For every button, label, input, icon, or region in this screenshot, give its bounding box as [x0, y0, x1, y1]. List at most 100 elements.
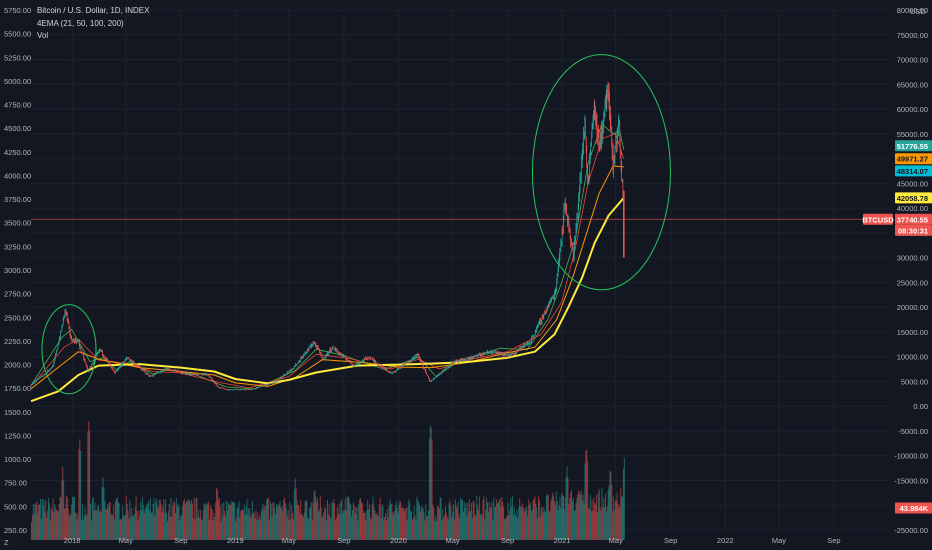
right-tick-label[interactable]: 40000.00: [897, 204, 928, 213]
volume-bar: [269, 500, 271, 540]
left-tick-label[interactable]: 2250.00: [4, 337, 31, 346]
left-tick-label[interactable]: 4750.00: [4, 101, 31, 110]
volume-bar: [206, 502, 208, 540]
left-tick-label[interactable]: 750.00: [4, 479, 27, 488]
right-tick-label[interactable]: 45000.00: [897, 179, 928, 188]
left-price-axis[interactable]: 5750.00 5500.00 5250.00 5000.00 4750.00 4500.…: [4, 6, 31, 535]
left-tick-label[interactable]: 3750.00: [4, 195, 31, 204]
volume-bar: [301, 514, 303, 540]
time-tick-label[interactable]: 2018: [64, 536, 81, 545]
volume-bar: [202, 509, 204, 540]
time-tick-label[interactable]: May: [609, 536, 623, 545]
right-tick-label[interactable]: 10000.00: [897, 353, 928, 362]
time-axis[interactable]: 2018 May Sep 2019 May Sep 2020 May Sep 2021 May Sep…: [64, 536, 841, 545]
time-tick-label[interactable]: May: [282, 536, 296, 545]
volume-bar: [141, 497, 143, 540]
left-tick-label[interactable]: 3000.00: [4, 266, 31, 275]
right-tick-label[interactable]: 55000.00: [897, 130, 928, 139]
right-tick-label[interactable]: 60000.00: [897, 105, 928, 114]
right-tick-label[interactable]: 0.00: [913, 402, 928, 411]
time-tick-label[interactable]: Sep: [337, 536, 350, 545]
volume-bar: [184, 504, 186, 540]
volume-bar: [606, 506, 608, 540]
right-tick-label[interactable]: 65000.00: [897, 80, 928, 89]
left-tick-label[interactable]: 500.00: [4, 502, 27, 511]
left-tick-label[interactable]: 5500.00: [4, 30, 31, 39]
currency-label[interactable]: USD: [910, 7, 926, 16]
volume-bar: [573, 510, 575, 540]
corner-label[interactable]: Z: [4, 538, 9, 547]
volume-bar: [545, 512, 547, 540]
left-tick-label[interactable]: 1500.00: [4, 408, 31, 417]
left-tick-label[interactable]: 5000.00: [4, 77, 31, 86]
volume-bar: [157, 505, 159, 540]
volume-bar: [601, 487, 603, 540]
left-tick-label[interactable]: 4250.00: [4, 148, 31, 157]
left-tick-label[interactable]: 2750.00: [4, 290, 31, 299]
right-tick-label[interactable]: -15000.00: [894, 476, 928, 485]
volume-bar: [336, 507, 338, 540]
time-tick-label[interactable]: 2020: [390, 536, 407, 545]
left-tick-label[interactable]: 2000.00: [4, 361, 31, 370]
right-tick-label[interactable]: 75000.00: [897, 31, 928, 40]
right-tick-label[interactable]: 30000.00: [897, 254, 928, 263]
volume-bar: [492, 519, 494, 540]
right-tick-label[interactable]: 5000.00: [901, 377, 928, 386]
volume-bar: [56, 510, 58, 540]
left-tick-label[interactable]: 1000.00: [4, 455, 31, 464]
time-tick-label[interactable]: May: [119, 536, 133, 545]
volume-bar: [169, 516, 171, 540]
right-tick-label[interactable]: 15000.00: [897, 328, 928, 337]
time-tick-label[interactable]: 2021: [554, 536, 571, 545]
volume-bar: [512, 515, 514, 540]
left-tick-label[interactable]: 250.00: [4, 526, 27, 535]
time-tick-label[interactable]: May: [772, 536, 786, 545]
time-tick-label[interactable]: May: [445, 536, 459, 545]
volume-bar: [546, 495, 548, 540]
right-tick-label[interactable]: 80000.00: [897, 6, 928, 15]
left-tick-label[interactable]: 1250.00: [4, 431, 31, 440]
left-tick-label[interactable]: 1750.00: [4, 384, 31, 393]
right-tick-label[interactable]: 20000.00: [897, 303, 928, 312]
volume-bar: [215, 502, 217, 540]
right-tick-label[interactable]: 70000.00: [897, 56, 928, 65]
volume-legend[interactable]: Vol: [37, 31, 49, 40]
volume-bar: [425, 504, 427, 540]
left-tick-label[interactable]: 3250.00: [4, 242, 31, 251]
volume-bar: [574, 510, 576, 540]
right-price-axis[interactable]: 80000.00 75000.00 70000.00 65000.00 60000.00…: [894, 6, 928, 535]
time-tick-label[interactable]: Sep: [174, 536, 187, 545]
volume-bar: [265, 506, 267, 540]
volume-bar: [482, 499, 484, 540]
volume-bar: [470, 503, 472, 540]
right-tick-label[interactable]: 25000.00: [897, 278, 928, 287]
volume-bar: [81, 519, 83, 540]
right-tick-label[interactable]: -5000.00: [898, 427, 928, 436]
volume-bar: [612, 511, 614, 540]
time-tick-label[interactable]: Sep: [664, 536, 677, 545]
left-tick-label[interactable]: 5250.00: [4, 53, 31, 62]
annotation-ellipse-2017[interactable]: [41, 304, 97, 395]
volume-bar: [567, 477, 569, 540]
annotation-ellipse-2021[interactable]: [531, 54, 671, 291]
time-tick-label[interactable]: 2022: [717, 536, 734, 545]
left-tick-label[interactable]: 4000.00: [4, 171, 31, 180]
volume-bar: [67, 507, 69, 540]
time-tick-label[interactable]: 2019: [227, 536, 244, 545]
price-tag-bg: [895, 140, 932, 152]
volume-bar: [86, 515, 88, 540]
volume-bar: [326, 499, 328, 540]
left-tick-label[interactable]: 5750.00: [4, 6, 31, 15]
time-tick-label[interactable]: Sep: [827, 536, 840, 545]
volume-bar: [552, 492, 554, 540]
left-tick-label[interactable]: 4500.00: [4, 124, 31, 133]
right-tick-label[interactable]: -10000.00: [894, 452, 928, 461]
volume-bar: [368, 504, 370, 540]
annotation-circles[interactable]: [41, 54, 671, 395]
left-tick-label[interactable]: 3500.00: [4, 219, 31, 228]
left-tick-label[interactable]: 2500.00: [4, 313, 31, 322]
right-tick-label[interactable]: -25000.00: [894, 526, 928, 535]
indicator-legend[interactable]: 4EMA (21, 50, 100, 200): [37, 19, 124, 28]
time-tick-label[interactable]: Sep: [501, 536, 514, 545]
